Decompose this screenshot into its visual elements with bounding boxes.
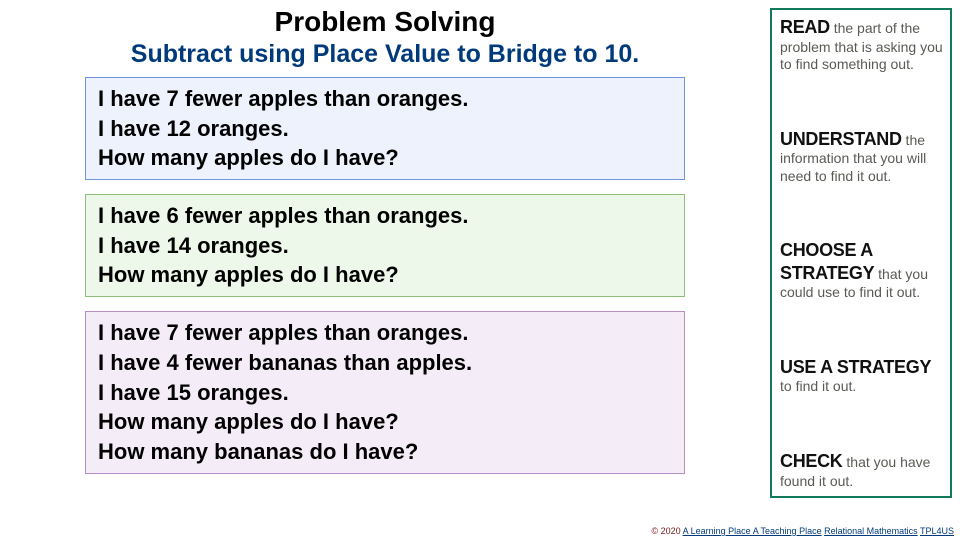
problem-line: I have 14 oranges.	[98, 231, 672, 261]
problem-line: I have 4 fewer bananas than apples.	[98, 348, 672, 378]
footer-link-3[interactable]: TPL4US	[920, 526, 954, 536]
problem-line: I have 6 fewer apples than oranges.	[98, 201, 672, 231]
step-keyword: CHOOSE A STRATEGY	[780, 240, 874, 283]
problem-line: I have 15 oranges.	[98, 378, 672, 408]
problem-line: How many apples do I have?	[98, 407, 672, 437]
problem-line: I have 7 fewer apples than oranges.	[98, 84, 672, 114]
strategy-step-check: CHECK that you have found it out.	[780, 450, 944, 490]
problem-line: How many bananas do I have?	[98, 437, 672, 467]
side-column: READ the part of the problem that is ask…	[770, 0, 956, 540]
step-keyword: USE A STRATEGY	[780, 357, 931, 377]
footer-link-2[interactable]: Relational Mathematics	[824, 526, 918, 536]
strategy-step-read: READ the part of the problem that is ask…	[780, 16, 944, 74]
slide-page: Problem Solving Subtract using Place Val…	[0, 0, 960, 540]
page-subtitle: Subtract using Place Value to Bridge to …	[131, 40, 639, 69]
problem-box-2: I have 6 fewer apples than oranges. I ha…	[85, 194, 685, 297]
problem-box-3: I have 7 fewer apples than oranges. I ha…	[85, 311, 685, 473]
problem-line: How many apples do I have?	[98, 260, 672, 290]
footer-link-1[interactable]: A Learning Place A Teaching Place	[683, 526, 822, 536]
step-keyword: READ	[780, 17, 830, 37]
strategy-step-choose: CHOOSE A STRATEGY that you could use to …	[780, 239, 944, 302]
strategy-box: READ the part of the problem that is ask…	[770, 8, 952, 498]
footer-copyright: © 2020	[651, 526, 680, 536]
step-keyword: UNDERSTAND	[780, 129, 902, 149]
page-title: Problem Solving	[275, 6, 496, 38]
problem-line: I have 12 oranges.	[98, 114, 672, 144]
step-keyword: CHECK	[780, 451, 843, 471]
strategy-step-understand: UNDERSTAND the information that you will…	[780, 128, 944, 186]
problem-line: I have 7 fewer apples than oranges.	[98, 318, 672, 348]
main-column: Problem Solving Subtract using Place Val…	[0, 0, 770, 540]
footer-credits: © 2020 A Learning Place A Teaching Place…	[651, 526, 954, 536]
problem-box-1: I have 7 fewer apples than oranges. I ha…	[85, 77, 685, 180]
problem-line: How many apples do I have?	[98, 143, 672, 173]
strategy-step-use: USE A STRATEGY to find it out.	[780, 356, 944, 396]
step-text: to find it out.	[780, 378, 856, 394]
